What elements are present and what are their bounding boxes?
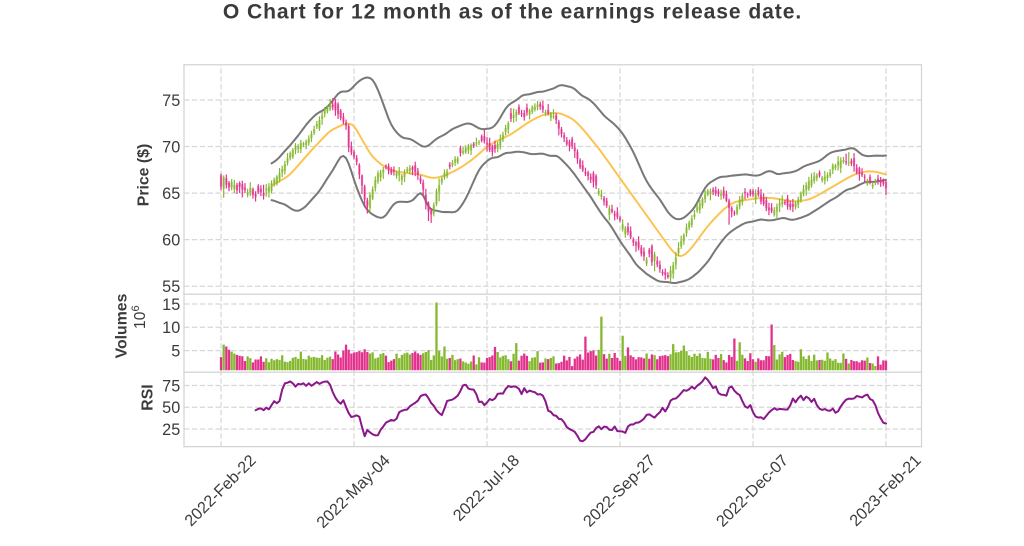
svg-text:50: 50: [162, 399, 180, 417]
svg-text:75: 75: [162, 377, 180, 395]
svg-text:O Chart for 12 month as of the: O Chart for 12 month as of the earnings …: [223, 0, 802, 23]
svg-text:10: 10: [162, 319, 180, 337]
svg-text:60: 60: [162, 232, 180, 250]
svg-text:55: 55: [162, 278, 180, 296]
svg-text:65: 65: [162, 185, 180, 203]
svg-text:15: 15: [162, 296, 180, 314]
svg-text:Price ($): Price ($): [136, 144, 153, 206]
svg-text:25: 25: [162, 421, 180, 439]
svg-text:RSI: RSI: [140, 384, 157, 410]
svg-text:75: 75: [162, 92, 180, 110]
svg-text:1 0 6: 1 0 6: [125, 305, 150, 329]
svg-text:Volumes: Volumes: [114, 293, 131, 358]
svg-text:5: 5: [171, 343, 180, 361]
svg-text:70: 70: [162, 138, 180, 156]
